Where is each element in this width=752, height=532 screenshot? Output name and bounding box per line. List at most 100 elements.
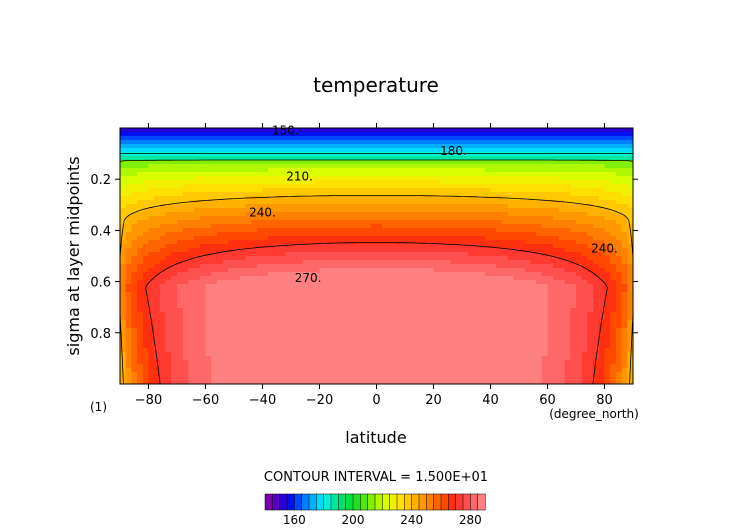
field-cell xyxy=(348,284,355,289)
field-cell xyxy=(313,232,321,237)
field-cell xyxy=(547,148,554,153)
field-cell xyxy=(513,276,520,281)
field-cell xyxy=(621,196,628,201)
field-cell xyxy=(262,300,269,305)
field-cell xyxy=(604,308,611,313)
field-cell xyxy=(604,140,611,145)
field-cell xyxy=(148,264,155,269)
field-cell xyxy=(507,156,514,161)
field-cell xyxy=(154,216,161,221)
field-cell xyxy=(433,248,440,253)
field-cell xyxy=(302,224,309,229)
field-cell xyxy=(615,220,623,225)
field-cell xyxy=(587,156,594,161)
field-cell xyxy=(433,136,440,141)
field-cell xyxy=(245,288,252,293)
field-cell xyxy=(564,156,571,161)
field-cell xyxy=(593,140,600,145)
field-cell xyxy=(399,128,406,133)
field-cell xyxy=(154,192,161,197)
field-cell xyxy=(365,280,372,285)
field-cell xyxy=(228,224,235,229)
field-cell xyxy=(536,324,543,329)
field-cell xyxy=(120,128,127,133)
field-cell xyxy=(410,144,417,149)
field-cell xyxy=(188,284,195,289)
field-cell xyxy=(268,216,275,221)
field-cell xyxy=(382,300,389,305)
field-cell xyxy=(370,176,378,181)
field-cell xyxy=(393,320,400,325)
field-cell xyxy=(313,292,321,297)
field-cell xyxy=(416,244,423,249)
field-cell xyxy=(513,140,520,145)
field-cell xyxy=(120,284,127,289)
field-cell xyxy=(410,156,417,161)
field-cell xyxy=(359,148,366,153)
field-cell xyxy=(148,336,155,341)
field-cell xyxy=(348,216,355,221)
field-cell xyxy=(296,244,303,249)
field-cell xyxy=(205,208,212,213)
field-cell xyxy=(439,308,446,313)
field-cell xyxy=(564,316,571,321)
field-cell xyxy=(570,288,577,293)
field-cell xyxy=(382,208,389,213)
field-cell xyxy=(536,188,543,193)
field-cell xyxy=(593,208,600,213)
field-cell xyxy=(479,268,486,273)
field-cell xyxy=(325,252,332,257)
field-cell xyxy=(251,260,258,265)
field-cell xyxy=(610,292,617,297)
field-cell xyxy=(456,268,463,273)
field-cell xyxy=(325,200,332,205)
field-cell xyxy=(365,252,372,257)
field-cell xyxy=(199,276,207,281)
field-cell xyxy=(336,288,343,293)
field-cell xyxy=(330,344,338,349)
field-cell xyxy=(610,320,617,325)
field-cell xyxy=(610,172,617,177)
field-cell xyxy=(621,204,628,209)
field-cell xyxy=(462,300,469,305)
field-cell xyxy=(120,220,127,225)
field-cell xyxy=(490,200,497,205)
field-cell xyxy=(239,228,246,233)
field-cell xyxy=(256,176,264,181)
field-cell xyxy=(325,176,332,181)
field-cell xyxy=(610,192,617,197)
field-cell xyxy=(148,248,155,253)
field-cell xyxy=(216,304,224,309)
field-cell xyxy=(598,332,606,337)
field-cell xyxy=(262,244,269,249)
field-cell xyxy=(262,140,269,145)
field-cell xyxy=(444,232,452,237)
field-cell xyxy=(359,128,366,133)
field-cell xyxy=(194,200,201,205)
field-cell xyxy=(216,328,224,333)
field-cell xyxy=(205,280,212,285)
field-cell xyxy=(319,268,326,273)
field-cell xyxy=(433,268,440,273)
field-cell xyxy=(564,248,571,253)
field-cell xyxy=(530,244,537,249)
field-cell xyxy=(467,248,474,253)
field-cell xyxy=(627,196,633,201)
field-cell xyxy=(610,276,617,281)
field-cell xyxy=(251,332,258,337)
field-cell xyxy=(410,204,417,209)
field-cell xyxy=(188,184,195,189)
field-cell xyxy=(382,316,389,321)
field-cell xyxy=(370,276,378,281)
field-cell xyxy=(228,324,235,329)
field-cell xyxy=(325,156,332,161)
field-cell xyxy=(496,304,503,309)
field-cell xyxy=(593,292,600,297)
field-cell xyxy=(479,264,486,269)
field-cell xyxy=(365,320,372,325)
field-cell xyxy=(598,292,606,297)
field-cell xyxy=(228,196,235,201)
field-cell xyxy=(439,228,446,233)
field-cell xyxy=(211,156,218,161)
